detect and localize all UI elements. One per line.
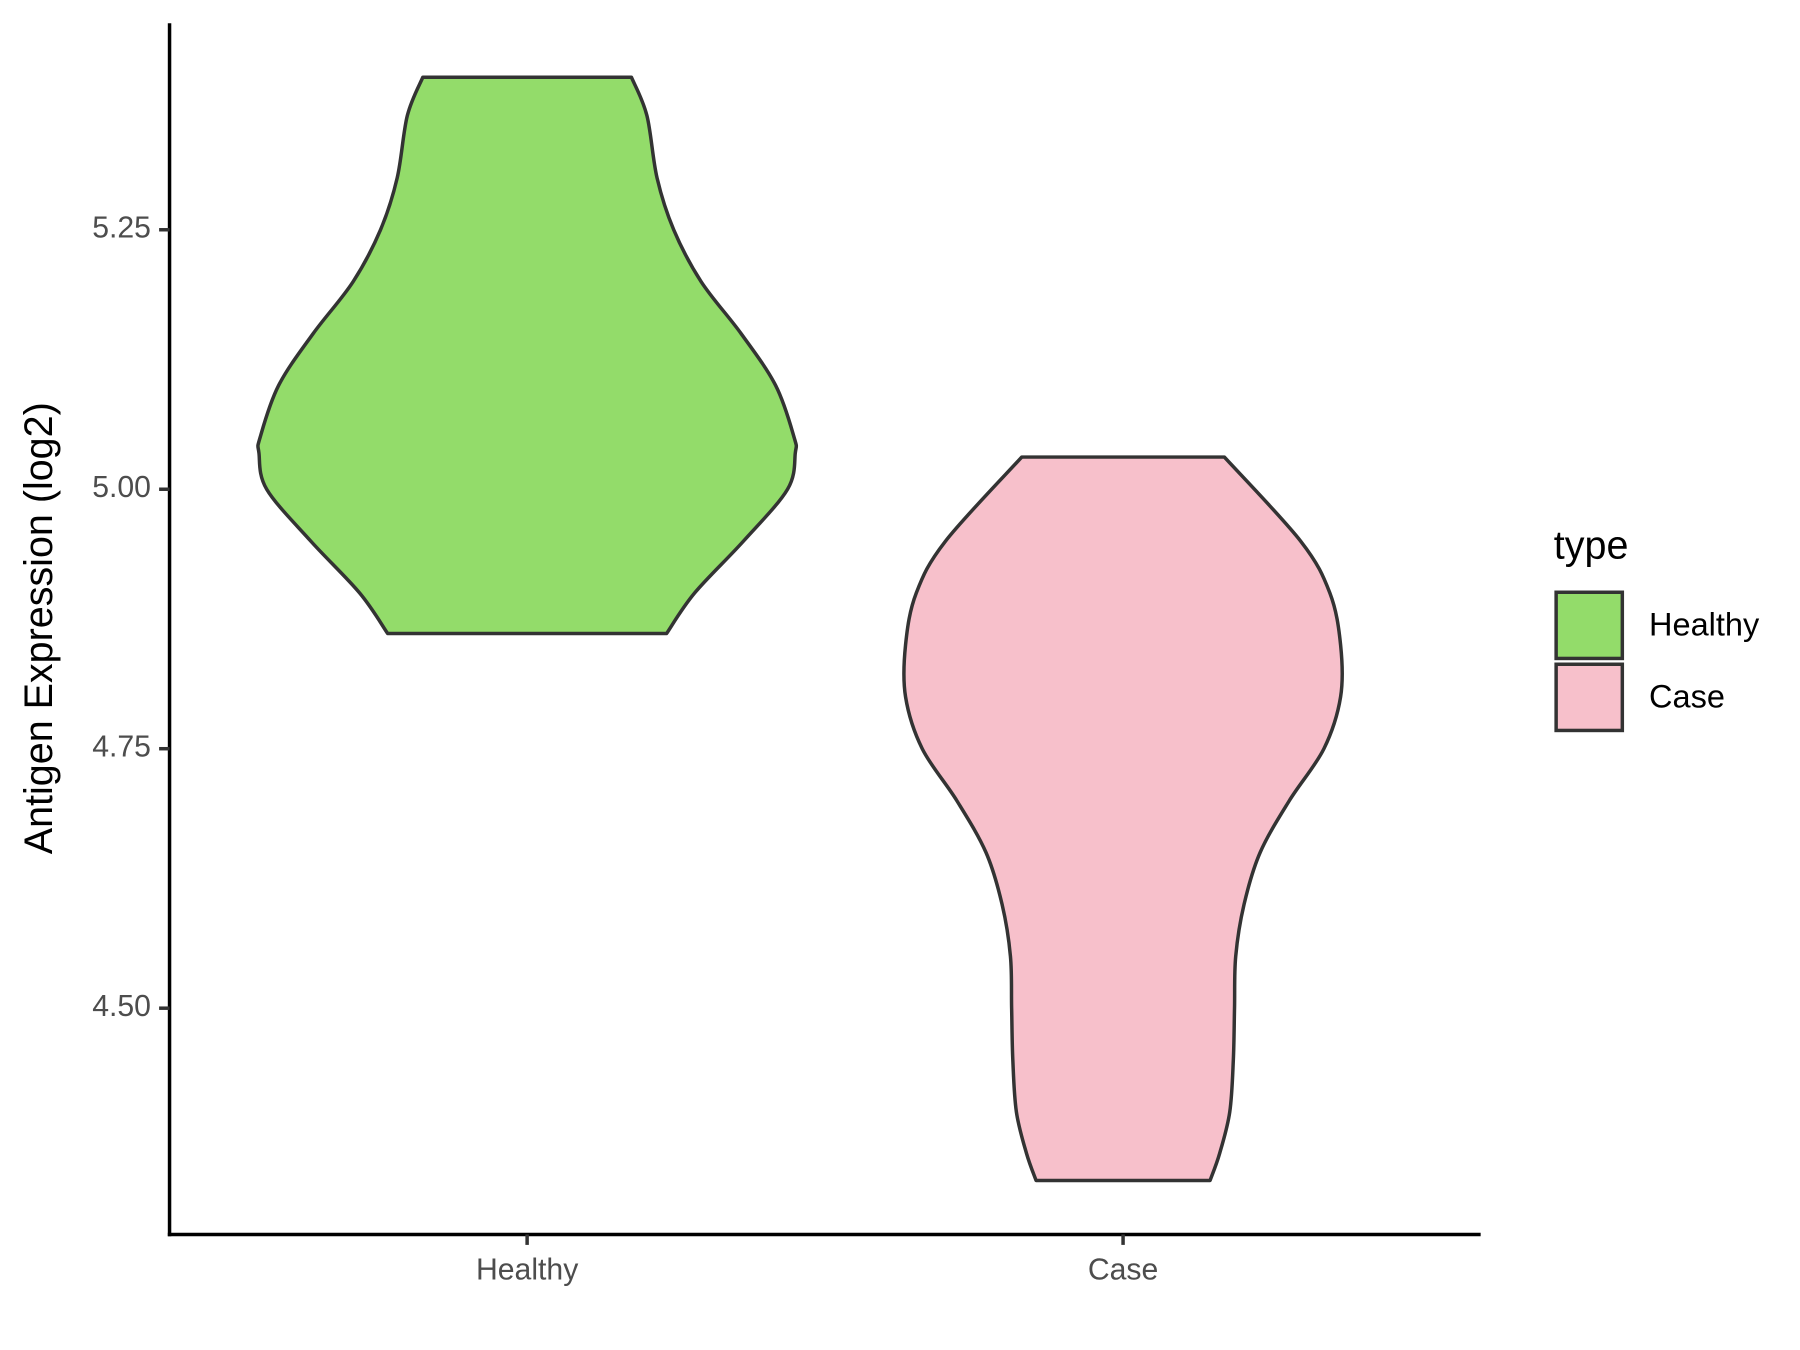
x-tick-label: Case [1088,1254,1158,1287]
y-tick-label: 5.25 [92,212,151,245]
legend-title: type [1554,524,1629,568]
violin [902,455,1345,1183]
x-tick-label: Healthy [476,1254,579,1287]
legend-swatch [1554,590,1625,661]
violin [256,75,799,636]
y-tick-label: 4.75 [92,731,151,764]
legend-label: Case [1649,679,1725,715]
y-axis-title: Antigen Expression (log2) [17,402,61,854]
legend-swatch [1554,662,1625,733]
y-tick-label: 4.50 [92,990,151,1023]
y-tick-label: 5.00 [92,471,151,504]
legend-label: Healthy [1649,607,1760,643]
